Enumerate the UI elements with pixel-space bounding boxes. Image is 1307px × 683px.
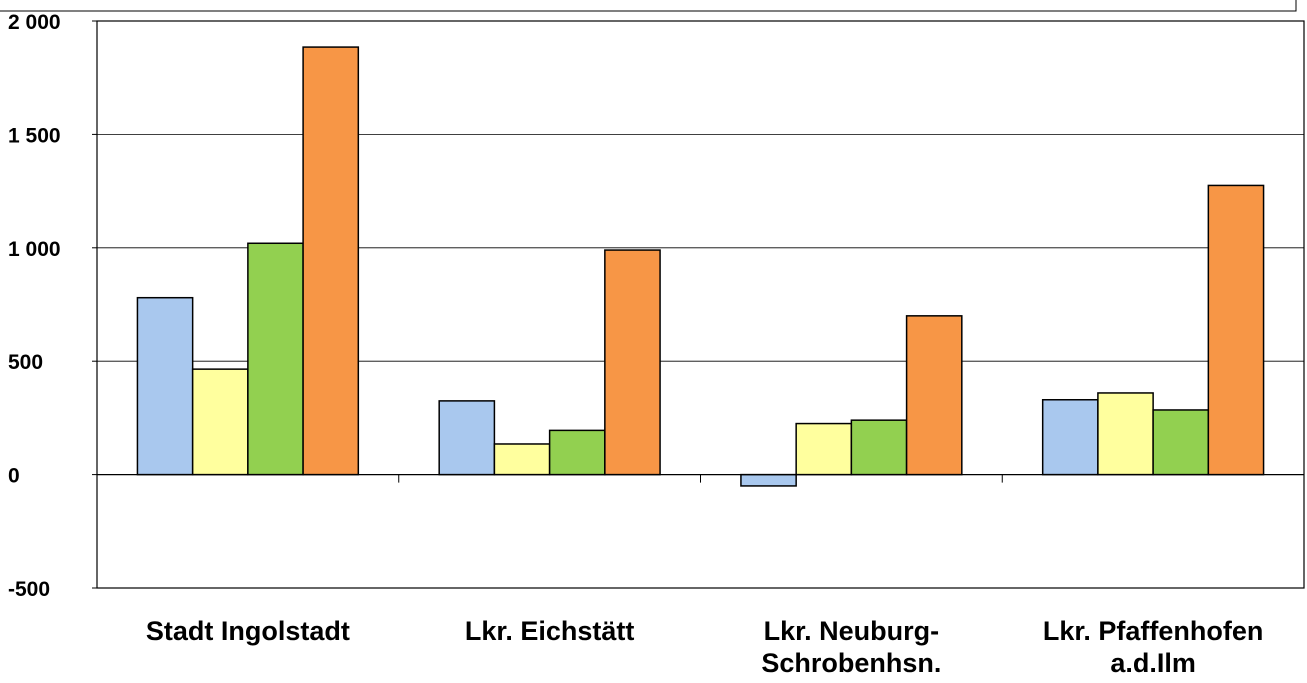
bar <box>438 400 496 476</box>
bar <box>548 429 606 476</box>
x-category-label: Stadt Ingolstadt <box>146 616 350 646</box>
labels: -500 0 500 1 000 1 500 2 000 Stadt Ingolstadt L… <box>8 11 1263 678</box>
x-category-label: Schrobenhsn. <box>761 648 941 678</box>
bar <box>604 249 661 476</box>
bar <box>191 368 249 476</box>
x-category-label: Lkr. Pfaffenhofen <box>1043 616 1264 646</box>
bar <box>136 296 194 476</box>
bar <box>795 422 853 476</box>
bar <box>740 473 797 487</box>
y-tick-label: -500 <box>8 578 50 601</box>
y-tick-label: 500 <box>8 351 43 374</box>
bar <box>905 315 963 476</box>
x-category-label: Lkr. Eichstätt <box>465 616 635 646</box>
y-tick-label: 0 <box>8 465 20 488</box>
bar <box>850 419 908 476</box>
bar <box>493 443 551 476</box>
bar <box>1041 399 1099 476</box>
bars <box>136 46 1265 487</box>
x-category-label: a.d.Ilm <box>1110 648 1196 678</box>
bar <box>1097 392 1154 476</box>
x-category-label: Lkr. Neuburg- <box>764 616 940 646</box>
y-tick-label: 1 500 <box>8 124 61 147</box>
bar <box>247 242 304 476</box>
y-tick-label: 1 000 <box>8 238 61 261</box>
bar <box>1152 409 1210 476</box>
axes <box>92 20 1304 589</box>
bar <box>302 46 360 476</box>
bar <box>1207 184 1265 476</box>
y-tick-label: 2 000 <box>8 11 61 34</box>
outer-frame-top <box>0 0 1297 12</box>
plot-area-border <box>96 20 1305 589</box>
